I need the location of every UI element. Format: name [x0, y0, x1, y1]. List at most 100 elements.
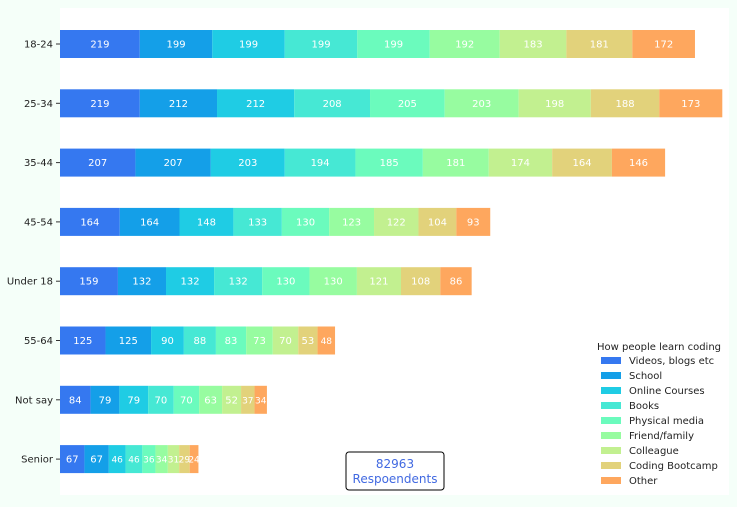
bar-segment — [212, 30, 285, 58]
bar-segment — [139, 30, 213, 58]
bar-value-label: 29 — [179, 456, 191, 466]
bar-segment — [173, 385, 200, 414]
bar-segment — [418, 207, 457, 236]
bar-value-label: 146 — [629, 158, 648, 169]
bar-segment — [148, 385, 174, 414]
bar-value-label: 83 — [225, 336, 238, 347]
bar-value-label: 203 — [238, 158, 257, 169]
bar-value-label: 192 — [455, 40, 474, 51]
legend-label: Videos, blogs etc — [629, 356, 714, 367]
bar-segment — [440, 267, 472, 296]
legend: How people learn coding Videos, blogs et… — [597, 342, 721, 487]
bar-segment — [611, 148, 666, 177]
bar-segment — [199, 385, 223, 414]
bar-segment — [422, 148, 489, 177]
bar-segment — [60, 385, 91, 414]
y-tick-label: Senior — [21, 455, 54, 466]
bar-segment — [294, 89, 371, 118]
bar-segment — [60, 445, 85, 474]
bar-value-label: 88 — [194, 336, 207, 347]
bar-value-label: 125 — [119, 336, 138, 347]
bar-segment — [179, 445, 190, 474]
bar-value-label: 67 — [66, 455, 79, 466]
legend-items: Videos, blogs etc School Online Courses Boo… — [601, 356, 718, 487]
bar-value-label: 164 — [80, 217, 99, 228]
bar-value-label: 212 — [246, 99, 265, 110]
legend-label: Coding Bootcamp — [629, 461, 718, 472]
bar-segment — [135, 148, 211, 177]
bar-segment — [119, 207, 180, 236]
legend-label: Books — [629, 401, 659, 412]
bar-value-label: 108 — [411, 277, 430, 288]
y-tick-label: 35-44 — [24, 158, 53, 169]
legend-swatch — [601, 387, 621, 394]
bar-value-label: 164 — [572, 158, 591, 169]
legend-title: How people learn coding — [597, 342, 721, 353]
bar-value-label: 36 — [143, 456, 155, 466]
bar-segment — [632, 30, 695, 58]
bar-segment — [374, 207, 419, 236]
legend-label: Other — [629, 476, 658, 487]
bar-segment — [139, 89, 218, 118]
bar-segment — [518, 89, 591, 118]
bar-value-label: 79 — [99, 395, 112, 406]
legend-swatch — [601, 417, 621, 424]
plot-area — [60, 8, 729, 495]
bar-value-label: 122 — [387, 217, 406, 228]
bar-segment — [254, 385, 267, 414]
bar-segment — [179, 207, 234, 236]
bar-segment — [183, 326, 216, 355]
bar-value-label: 132 — [229, 277, 248, 288]
bar-value-label: 24 — [188, 456, 200, 466]
annotation-frame — [345, 451, 445, 491]
bar-value-label: 53 — [302, 336, 315, 347]
bar-segment — [189, 445, 199, 474]
legend-label: Friend/family — [629, 431, 694, 442]
bar-value-label: 205 — [398, 99, 417, 110]
bar-value-label: 73 — [253, 336, 266, 347]
bar-value-label: 159 — [79, 277, 98, 288]
bar-segment — [355, 148, 423, 177]
bar-segment — [241, 385, 255, 414]
bar-segment — [233, 207, 282, 236]
bar-value-label: 133 — [248, 217, 267, 228]
bar-segment — [357, 30, 430, 58]
bar-segment — [84, 445, 109, 474]
bar-value-label: 185 — [380, 158, 399, 169]
bar-segment — [217, 89, 295, 118]
legend-label: Online Courses — [629, 386, 705, 397]
bar-value-label: 208 — [323, 99, 342, 110]
bar-value-label: 219 — [90, 99, 109, 110]
y-axis: 18-24 25-34 35-44 45-54 Under 18 55-64 Not say… — [7, 40, 60, 466]
bar-value-label: 37 — [242, 396, 253, 406]
bar-segment — [222, 385, 242, 414]
bar-segment — [60, 148, 136, 177]
bar-segment — [142, 445, 156, 474]
annotation-box: 82963 Respoendents — [345, 451, 445, 491]
bar-value-label: 52 — [225, 395, 238, 406]
bar-segment — [659, 89, 723, 118]
bar-segment — [214, 267, 263, 296]
bar-value-label: 125 — [73, 336, 92, 347]
bar-segment — [499, 30, 567, 58]
bar-value-label: 183 — [523, 40, 542, 51]
bar-value-label: 199 — [239, 40, 258, 51]
bar-value-label: 130 — [276, 277, 295, 288]
legend-swatch — [601, 447, 621, 454]
bar-segment — [105, 326, 152, 355]
bar-value-label: 130 — [324, 277, 343, 288]
bar-value-label: 212 — [169, 99, 188, 110]
bar-value-label: 181 — [446, 158, 465, 169]
y-tick-label: 25-34 — [24, 99, 53, 110]
bar-value-label: 46 — [111, 456, 123, 466]
legend-label: School — [629, 371, 662, 382]
annotation-label: Respoendents — [353, 472, 438, 486]
bar-segment — [117, 267, 167, 296]
bar-segment — [298, 326, 318, 355]
bar-segment — [429, 30, 500, 58]
bar-value-label: 199 — [384, 40, 403, 51]
bar-value-label: 130 — [296, 217, 315, 228]
bar-value-label: 199 — [311, 40, 330, 51]
bar-segment — [317, 326, 336, 355]
